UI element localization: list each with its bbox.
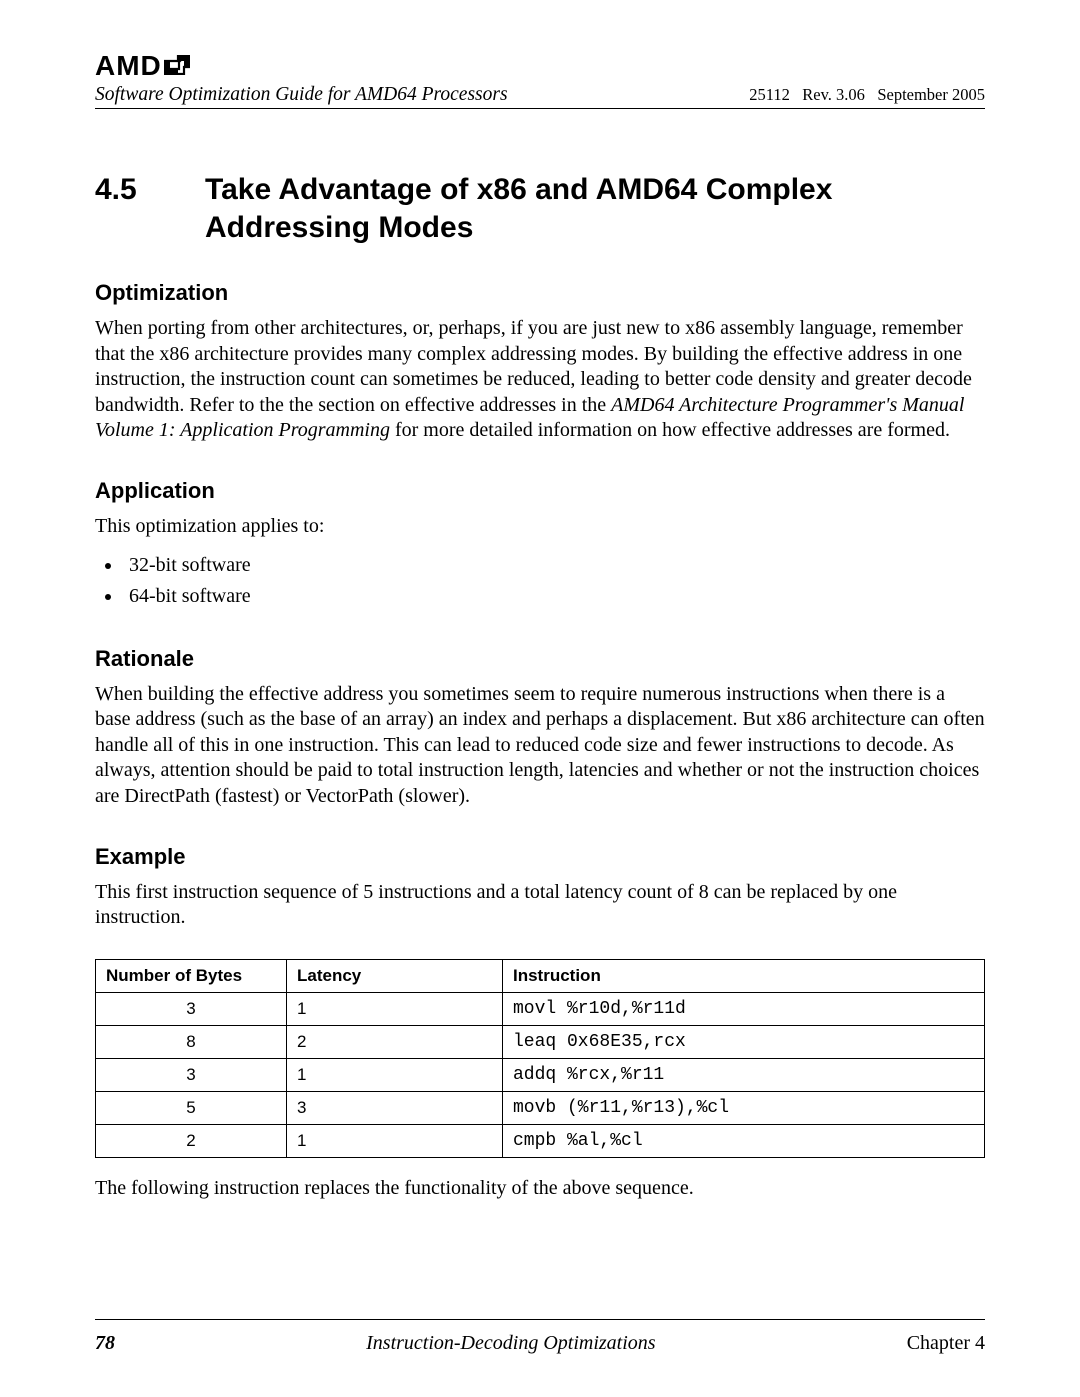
table-header-row: Number of Bytes Latency Instruction [96,959,985,992]
footer-chapter: Chapter 4 [907,1332,985,1355]
doc-title: Software Optimization Guide for AMD64 Pr… [95,84,508,106]
cell-latency: 1 [287,1124,503,1157]
col-latency: Latency [287,959,503,992]
example-outro: The following instruction replaces the f… [95,1176,985,1202]
amd-logo-text: AMD [95,50,162,82]
cell-bytes: 8 [96,1025,287,1058]
doc-meta: 25112 Rev. 3.06 September 2005 [749,85,985,105]
footer-line: 78 Instruction-Decoding Optimizations Ch… [95,1332,985,1355]
application-list: 32-bit software 64-bit software [95,550,985,612]
doc-date: September 2005 [877,85,985,104]
list-item: 32-bit software [123,550,985,581]
example-heading: Example [95,844,985,870]
optimization-text-2: for more detailed information on how eff… [390,419,950,441]
col-bytes: Number of Bytes [96,959,287,992]
col-instr: Instruction [503,959,985,992]
rationale-heading: Rationale [95,646,985,672]
page-footer: 78 Instruction-Decoding Optimizations Ch… [95,1319,985,1355]
footer-center: Instruction-Decoding Optimizations [366,1332,655,1355]
header-bar: Software Optimization Guide for AMD64 Pr… [95,84,985,109]
application-heading: Application [95,478,985,504]
page: AMD Software Optimization Guide for AMD6… [0,0,1080,1397]
amd-logo: AMD [95,50,985,82]
doc-id: 25112 [749,85,790,104]
section-title: Take Advantage of x86 and AMD64 Complex … [205,171,985,246]
cell-instr: movb (%r11,%r13),%cl [503,1091,985,1124]
table-row: 8 2 leaq 0x68E35,rcx [96,1025,985,1058]
cell-latency: 2 [287,1025,503,1058]
cell-latency: 1 [287,992,503,1025]
footer-rule [95,1319,985,1320]
cell-bytes: 3 [96,1058,287,1091]
table-row: 3 1 addq %rcx,%r11 [96,1058,985,1091]
rationale-paragraph: When building the effective address you … [95,682,985,810]
cell-bytes: 5 [96,1091,287,1124]
page-number: 78 [95,1332,115,1355]
instruction-table: Number of Bytes Latency Instruction 3 1 … [95,959,985,1158]
cell-instr: cmpb %al,%cl [503,1124,985,1157]
cell-instr: movl %r10d,%r11d [503,992,985,1025]
table-row: 2 1 cmpb %al,%cl [96,1124,985,1157]
table-row: 5 3 movb (%r11,%r13),%cl [96,1091,985,1124]
amd-logo-arrow-icon [164,50,190,82]
cell-latency: 1 [287,1058,503,1091]
application-intro: This optimization applies to: [95,514,985,540]
example-intro: This first instruction sequence of 5 ins… [95,880,985,931]
section-heading: 4.5 Take Advantage of x86 and AMD64 Comp… [95,171,985,246]
cell-bytes: 3 [96,992,287,1025]
optimization-paragraph: When porting from other architectures, o… [95,316,985,444]
doc-rev: Rev. 3.06 [802,85,865,104]
table-row: 3 1 movl %r10d,%r11d [96,992,985,1025]
optimization-heading: Optimization [95,280,985,306]
cell-latency: 3 [287,1091,503,1124]
list-item: 64-bit software [123,581,985,612]
cell-instr: leaq 0x68E35,rcx [503,1025,985,1058]
cell-instr: addq %rcx,%r11 [503,1058,985,1091]
cell-bytes: 2 [96,1124,287,1157]
section-number: 4.5 [95,171,205,246]
